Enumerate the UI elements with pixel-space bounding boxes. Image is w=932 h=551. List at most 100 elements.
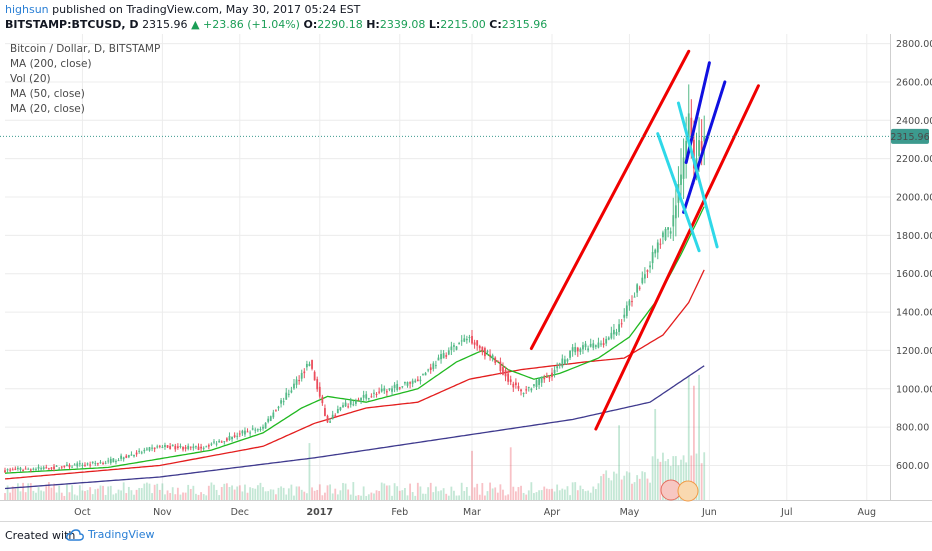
volume-bar <box>416 482 419 500</box>
candle-body <box>365 394 368 399</box>
volume-bar <box>406 495 409 500</box>
candle-body <box>336 409 339 414</box>
legend-ma20[interactable]: MA (20, close) <box>10 103 85 115</box>
candle-body <box>182 446 184 450</box>
candle-body <box>324 408 326 416</box>
candle-body <box>99 462 102 464</box>
high-value: 2339.08 <box>379 18 426 31</box>
high-label: H: <box>366 18 380 31</box>
volume-bar <box>458 495 461 500</box>
candle-body <box>667 227 670 230</box>
author-link[interactable]: highsun <box>5 3 49 16</box>
candle-body <box>171 444 174 447</box>
candle-body <box>669 231 672 234</box>
low-value: 2215.00 <box>440 18 486 31</box>
volume-bar <box>631 483 633 500</box>
candle-body <box>362 394 365 398</box>
candle-body <box>453 345 455 347</box>
volume-bar <box>646 478 649 500</box>
legend-ma50[interactable]: MA (50, close) <box>10 88 85 100</box>
candle-body <box>414 380 417 383</box>
candle-body <box>551 372 553 377</box>
volume-bar <box>476 483 479 500</box>
volume-bar <box>463 490 466 500</box>
trendline-red <box>594 84 760 431</box>
volume-bar <box>440 490 442 500</box>
tradingview-brand: TradingView <box>88 528 155 541</box>
volume-bar <box>6 485 9 500</box>
candle-body <box>223 441 226 443</box>
close-value: 2315.96 <box>501 18 548 31</box>
candle-body <box>84 464 86 466</box>
trendlines[interactable] <box>529 49 760 431</box>
volume-bar <box>76 495 79 500</box>
volume-bar <box>422 493 424 500</box>
volume-bar <box>298 486 301 500</box>
volume-bar <box>184 492 187 500</box>
candle-body <box>594 345 597 347</box>
volume-bar <box>349 494 352 500</box>
volume-bar <box>628 472 631 500</box>
volume-bar <box>127 486 130 500</box>
trendline-red <box>529 49 691 351</box>
time-tick-label: Mar <box>463 507 481 518</box>
price-chart[interactable]: Bitcoin / Dollar, D, BITSTAMP MA (200, c… <box>0 34 932 521</box>
legend-ma200[interactable]: MA (200, close) <box>10 58 92 70</box>
tradingview-logo[interactable]: TradingView <box>66 528 154 541</box>
candle-body <box>502 367 504 375</box>
candle-body <box>290 390 293 393</box>
price-tick-label: 1600.00 <box>896 269 932 280</box>
candle-body <box>512 383 515 388</box>
volume-bar <box>641 471 644 500</box>
candle-body <box>628 300 631 306</box>
volume-bar <box>672 456 675 500</box>
candle-body <box>458 343 461 345</box>
volume-bar <box>411 492 414 500</box>
candle-body <box>246 431 249 433</box>
candle-body <box>71 466 73 468</box>
candle-body <box>298 380 301 382</box>
volume-bar <box>189 488 192 500</box>
candle-body <box>161 446 164 448</box>
time-tick-label: Jun <box>701 507 717 518</box>
volume-bar <box>367 494 370 500</box>
candle-body <box>107 460 110 462</box>
candle-body <box>326 415 329 423</box>
volume-bar <box>607 477 610 500</box>
volume-bar <box>179 494 182 500</box>
candle-body <box>587 348 590 351</box>
candle-body <box>416 379 419 382</box>
candle-body <box>259 428 262 430</box>
volume-bar <box>50 487 53 500</box>
volume-bar <box>81 490 84 500</box>
close-label: C: <box>489 18 502 31</box>
chart-background <box>0 34 932 521</box>
ma20-line <box>4 206 705 474</box>
volume-bar <box>308 443 311 500</box>
candle-body <box>169 446 172 450</box>
candle-body <box>636 284 639 293</box>
candle-body <box>32 468 35 470</box>
candle-body <box>151 447 153 449</box>
volume-bar <box>102 485 104 500</box>
volume-bar <box>432 492 435 500</box>
legend-volume[interactable]: Vol (20) <box>10 73 51 85</box>
candle-body <box>579 348 582 352</box>
price-axis[interactable]: 600.00 800.00 1000.00 1200.00 1400.00 1600.00… <box>896 39 932 472</box>
volume-bar <box>169 493 172 500</box>
candle-body <box>174 445 177 450</box>
volume-bar <box>236 486 239 500</box>
candle-body <box>187 445 190 450</box>
time-axis[interactable]: Oct Nov Dec 2017 Feb Mar Apr May Jun Jul Aug <box>74 507 876 518</box>
candle-body <box>530 388 533 391</box>
volume-bar <box>514 491 517 500</box>
volume-bar <box>251 488 254 500</box>
volume-bar <box>698 374 700 500</box>
candle-body <box>391 388 393 392</box>
candle-body <box>78 463 81 465</box>
candle-body <box>375 393 378 395</box>
volume-bar <box>133 494 135 500</box>
candle-body <box>68 464 71 468</box>
volume-bar <box>197 494 200 500</box>
volume-bar <box>373 493 375 500</box>
